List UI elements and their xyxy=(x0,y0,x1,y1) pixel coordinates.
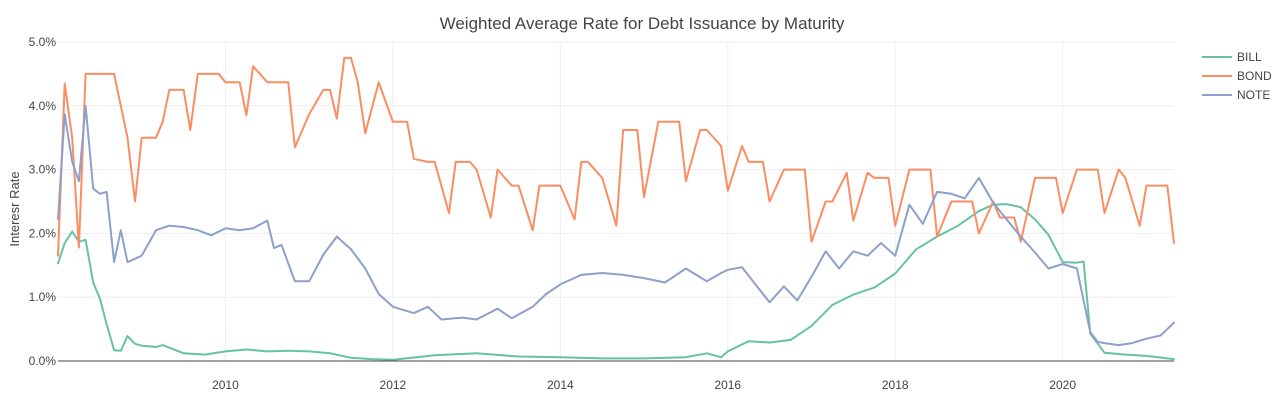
chart-title: Weighted Average Rate for Debt Issuance … xyxy=(440,14,845,33)
x-tick-label: 2012 xyxy=(380,378,407,392)
legend-item-bond[interactable]: BOND xyxy=(1202,69,1272,83)
legend-label: BILL xyxy=(1237,50,1262,64)
x-tick-label: 2014 xyxy=(547,378,574,392)
legend-item-bill[interactable]: BILL xyxy=(1202,50,1262,64)
y-tick-label: 1.0% xyxy=(29,290,57,304)
y-tick-label: 0.0% xyxy=(29,354,57,368)
series-line-bond[interactable] xyxy=(57,56,1175,257)
legend-item-note[interactable]: NOTE xyxy=(1202,88,1270,102)
x-tick-label: 2010 xyxy=(212,378,239,392)
gridlines xyxy=(58,41,1174,361)
series-line-note[interactable] xyxy=(57,104,1175,347)
axes: 0.0% 1.0% 2.0% 3.0% 4.0% 5.0% 2010 2012 2014 2016… xyxy=(29,35,1174,392)
y-tick-label: 3.0% xyxy=(29,163,57,177)
y-axis-label: Interesr Rate xyxy=(7,171,22,246)
y-tick-label: 4.0% xyxy=(29,99,57,113)
x-tick-label: 2016 xyxy=(714,378,741,392)
x-tick-label: 2020 xyxy=(1049,378,1076,392)
series-line-bill[interactable] xyxy=(57,203,1175,361)
x-tick-label: 2018 xyxy=(882,378,909,392)
legend[interactable]: BILL BOND NOTE xyxy=(1202,50,1272,102)
legend-label: BOND xyxy=(1237,69,1272,83)
y-tick-label: 2.0% xyxy=(29,226,57,240)
legend-label: NOTE xyxy=(1237,88,1270,102)
y-tick-label: 5.0% xyxy=(29,35,57,49)
series-lines xyxy=(57,56,1175,361)
